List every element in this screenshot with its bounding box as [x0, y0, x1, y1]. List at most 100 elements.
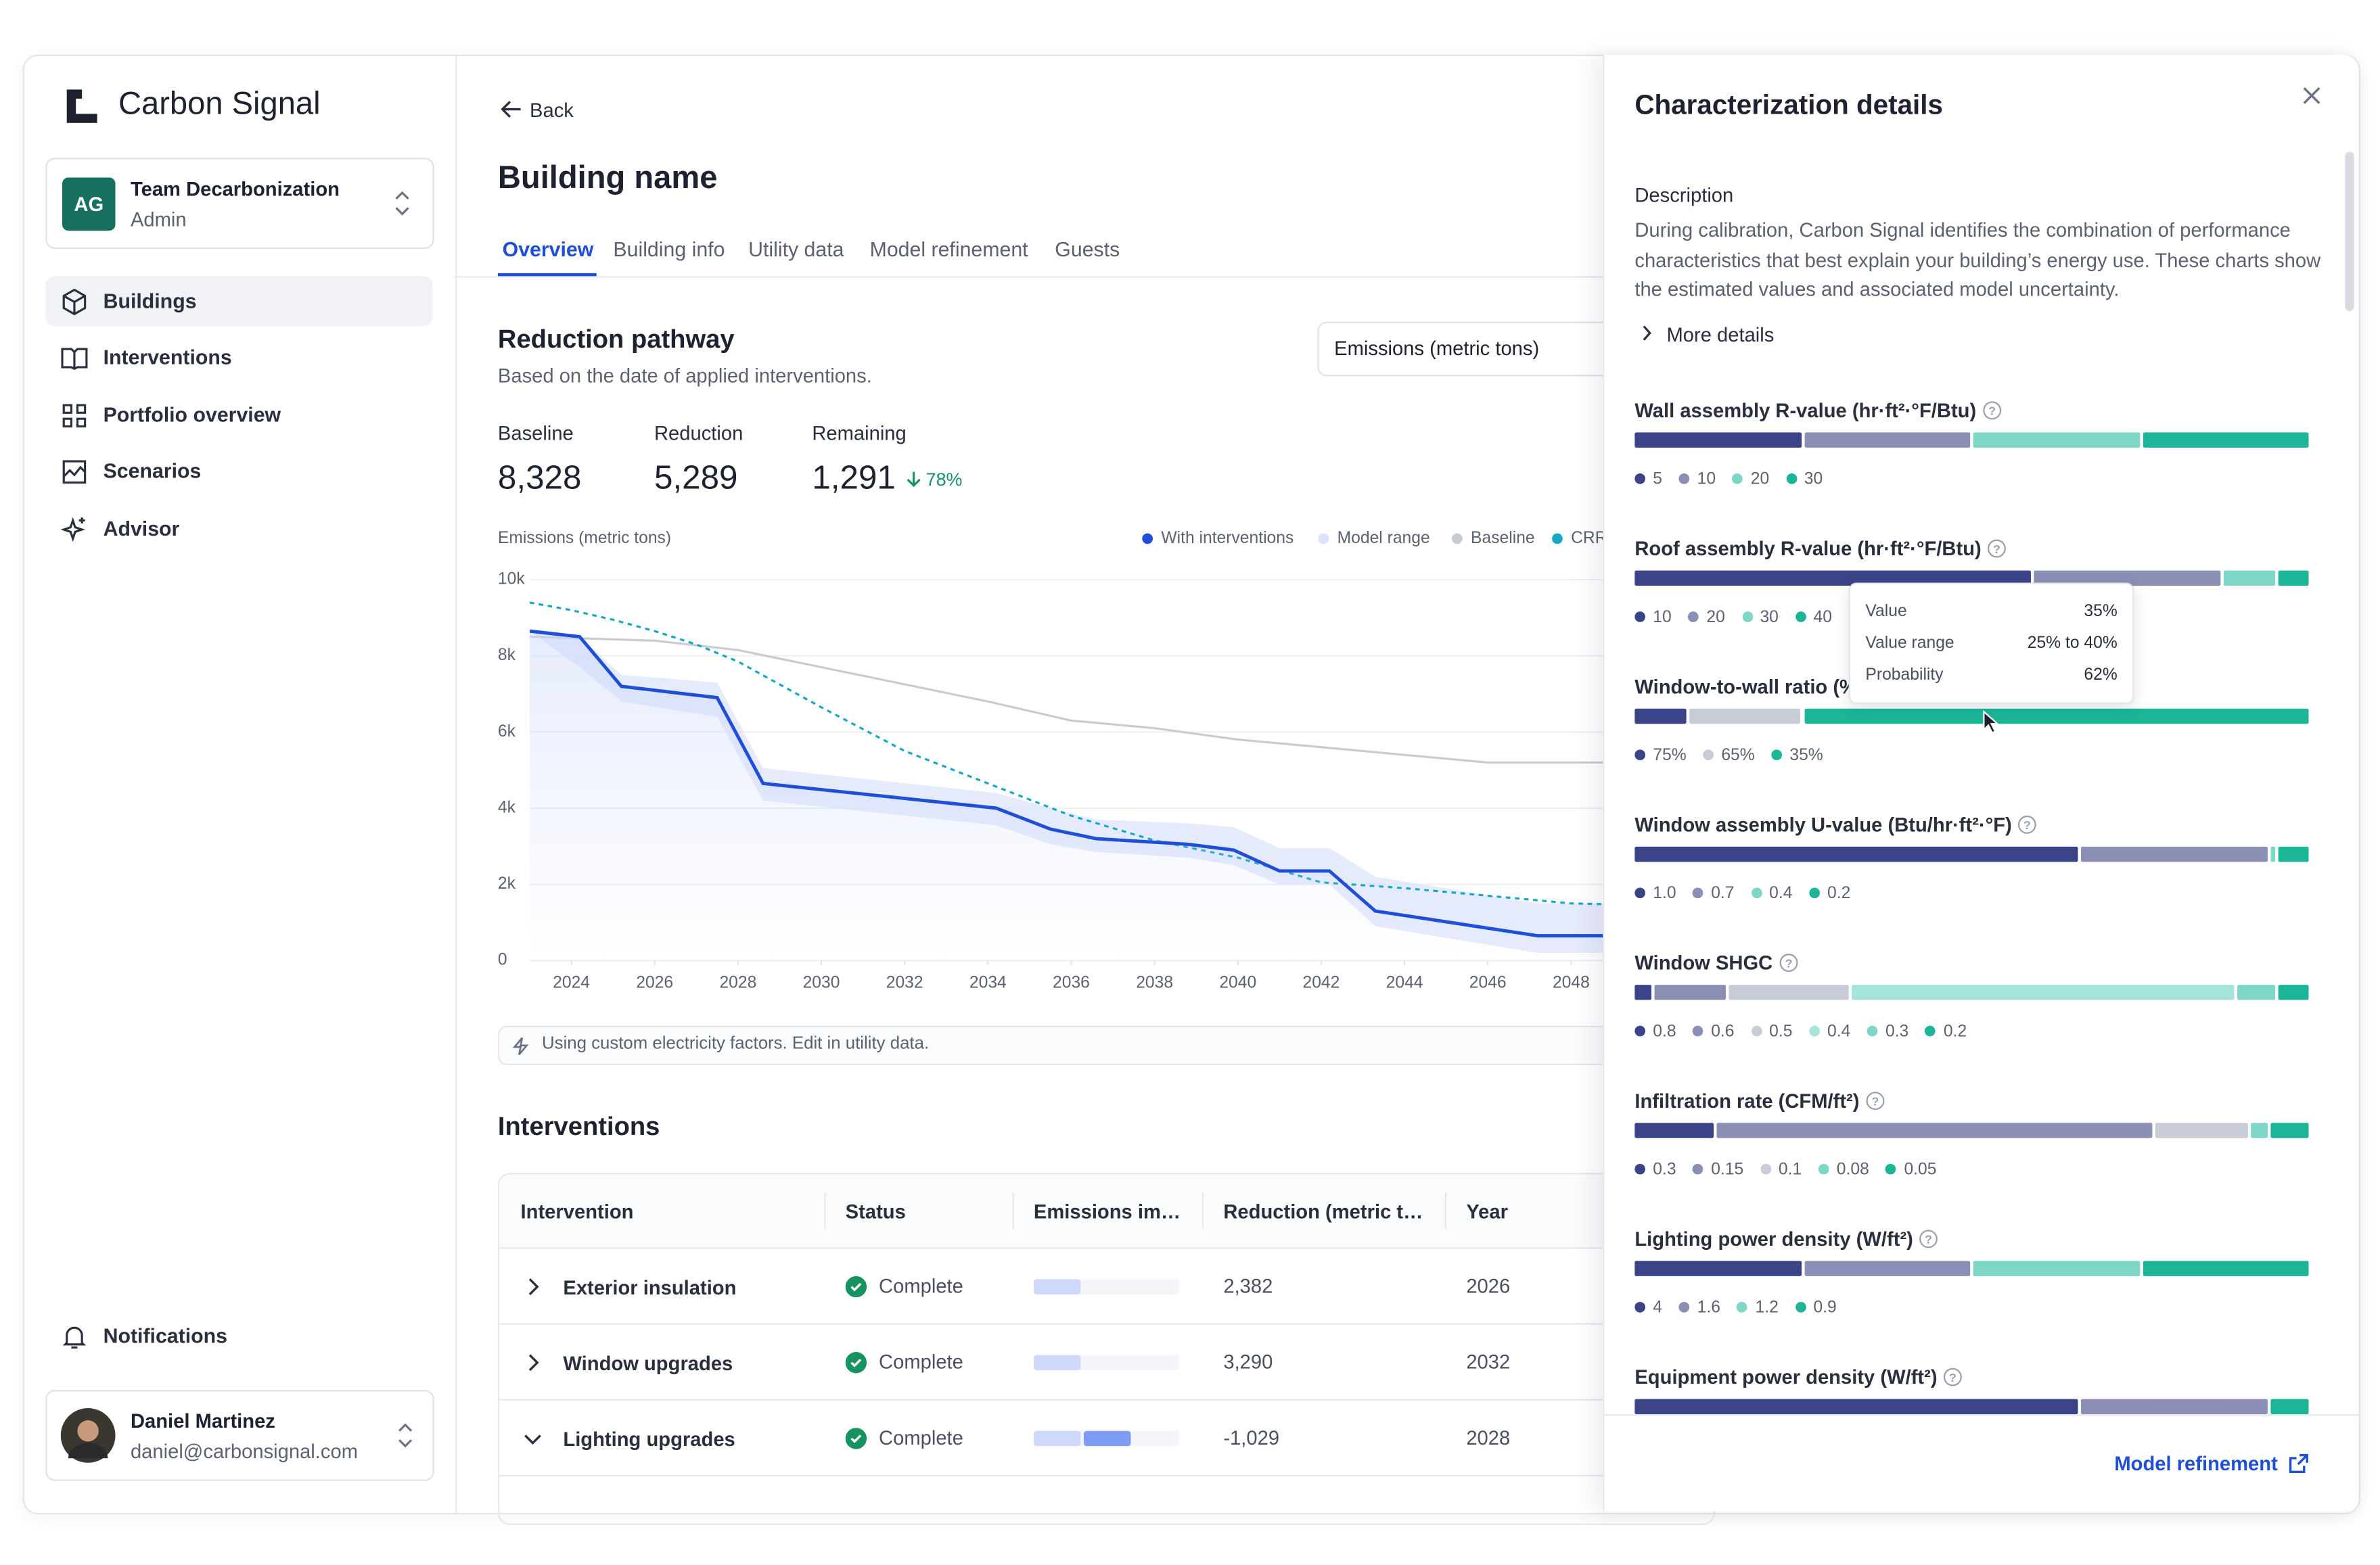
legend-item: 10 — [1678, 471, 1716, 488]
legend-dot — [1693, 887, 1703, 899]
stat-value: 1,291 — [812, 458, 896, 496]
legend-item: 30 — [1741, 609, 1779, 627]
distribution-bar — [1634, 432, 2312, 448]
user-name: Daniel Martinez — [130, 1409, 275, 1432]
tab[interactable]: Building info — [613, 238, 725, 261]
distribution-segment — [2277, 570, 2309, 586]
tooltip-key: Value range — [1865, 634, 1954, 653]
legend-item: 1.6 — [1678, 1299, 1720, 1317]
legend-label: 0.5 — [1769, 1023, 1793, 1042]
distribution-bar — [1634, 985, 2312, 1000]
icon — [501, 101, 521, 118]
characteristic-title: Infiltration rate (CFM/ft²)? — [1634, 1090, 1885, 1113]
distribution-segment — [1634, 846, 2079, 862]
distribution-segment — [2142, 1261, 2309, 1276]
y-tick-label: 8k — [498, 646, 516, 664]
status: Complete — [879, 1426, 963, 1449]
distribution-segment — [2270, 1123, 2309, 1138]
legend-label: 40 — [1813, 608, 1833, 627]
legend-dot — [1634, 1302, 1646, 1313]
check — [850, 1282, 862, 1292]
legend-label: 0.08 — [1836, 1161, 1869, 1179]
row-expander[interactable] — [524, 1429, 542, 1447]
distribution-segment — [1634, 1123, 1713, 1138]
back-link[interactable]: Back — [501, 98, 574, 122]
year: 2032 — [1466, 1350, 1511, 1374]
x-tick-label: 2034 — [969, 973, 1007, 991]
column-divider — [1444, 1192, 1447, 1230]
range-band — [530, 631, 1655, 953]
icon — [62, 288, 87, 316]
legend-item: 0.1 — [1760, 1161, 1802, 1179]
intervention-name: Exterior insulation — [563, 1276, 737, 1299]
distribution-segment — [1634, 570, 2032, 586]
legend-label: 0.15 — [1711, 1161, 1744, 1179]
distribution-segment — [1716, 1123, 2153, 1138]
x-tick-label: 2048 — [1553, 973, 1590, 991]
help-icon[interactable]: ? — [1988, 538, 2007, 558]
distribution-bar — [1634, 1261, 2312, 1276]
y-tick-label: 6k — [498, 722, 516, 741]
help-icon[interactable]: ? — [1865, 1091, 1885, 1111]
user-switcher[interactable]: Daniel Martinez daniel@carbonsignal.com — [45, 1390, 434, 1481]
area-fill — [530, 631, 1655, 961]
row-expander[interactable] — [524, 1353, 542, 1372]
y-tick-label: 10k — [498, 570, 525, 588]
legend-label: Baseline — [1471, 529, 1535, 547]
distribution-segment — [1634, 708, 1686, 724]
distribution-segment — [2277, 985, 2309, 1000]
nav-item[interactable]: Interventions — [45, 332, 432, 382]
impact-bar — [1033, 1430, 1081, 1447]
legend-dot — [1678, 1302, 1690, 1313]
distribution-legend: 1.0 0.7 0.4 0.2 — [1634, 879, 1867, 906]
chevron — [528, 1354, 539, 1372]
footer-link[interactable]: Model refinement — [2114, 1452, 2310, 1475]
distribution-segment — [1634, 432, 1802, 448]
legend-label: 0.4 — [1769, 885, 1793, 903]
characteristic-name: Equipment power density (W/ft²) — [1634, 1365, 1938, 1388]
help-icon[interactable]: ? — [1779, 953, 1798, 973]
help-icon[interactable]: ? — [2018, 815, 2038, 835]
distribution-bar — [1634, 846, 2312, 862]
tab[interactable]: Utility data — [748, 238, 844, 261]
nav-item[interactable]: Portfolio overview — [45, 390, 432, 440]
characteristic-title: Equipment power density (W/ft²)? — [1634, 1365, 1963, 1388]
nav-item[interactable]: Buildings — [45, 276, 433, 327]
team-avatar: AG — [62, 177, 116, 231]
help-mark: ? — [1785, 956, 1792, 970]
nav-item[interactable]: Notifications — [45, 1311, 432, 1361]
more-details[interactable]: More details — [1641, 323, 1774, 346]
year: 2026 — [1466, 1274, 1511, 1298]
nav-label: Buildings — [103, 289, 197, 313]
help-icon[interactable]: ? — [1944, 1367, 1963, 1386]
legend-dot — [1634, 473, 1646, 484]
help-icon[interactable]: ? — [1919, 1229, 1939, 1248]
distribution-segment — [1804, 708, 2309, 724]
x-tick-label: 2042 — [1302, 973, 1340, 991]
tab[interactable]: Guests — [1055, 238, 1120, 261]
nav-item[interactable]: Scenarios — [45, 446, 432, 496]
row-expander[interactable] — [524, 1278, 542, 1296]
tabs-divider — [453, 276, 1603, 278]
table-header-bg — [499, 1174, 1714, 1249]
help-mark: ? — [1872, 1094, 1879, 1108]
legend-label: 0.8 — [1653, 1023, 1676, 1042]
legend-dot — [1751, 1025, 1762, 1037]
help-icon[interactable]: ? — [1982, 400, 2002, 420]
scrollbar — [2345, 151, 2354, 311]
tooltip-value: 62% — [2084, 665, 2118, 684]
team-switcher[interactable]: AG Team Decarbonization Admin — [45, 158, 434, 249]
distribution-segment — [1804, 1261, 1971, 1276]
metric-select[interactable]: Emissions (metric tons) — [1317, 321, 1655, 377]
tab[interactable]: Model refinement — [869, 238, 1028, 261]
user-avatar — [60, 1408, 116, 1463]
nav-item[interactable]: Advisor — [45, 504, 432, 554]
tab[interactable]: Overview — [502, 238, 594, 261]
icon — [907, 471, 921, 488]
legend-item: 0.3 — [1634, 1161, 1676, 1179]
back-label: Back — [530, 98, 574, 122]
series-line — [529, 635, 1655, 764]
distribution-segment — [1634, 1261, 1802, 1276]
close-button[interactable] — [2303, 87, 2321, 105]
